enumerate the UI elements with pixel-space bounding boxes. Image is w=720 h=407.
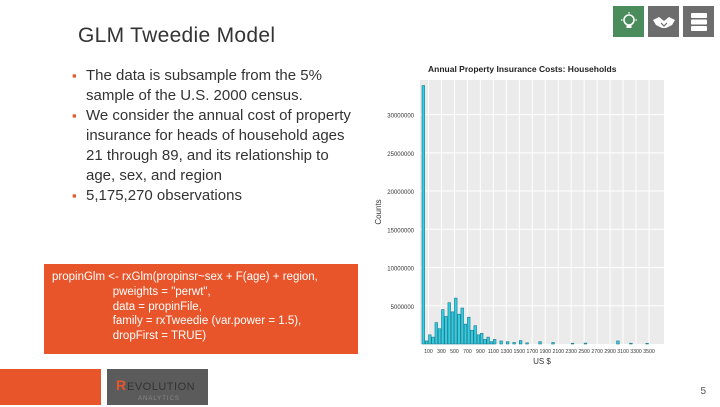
revolution-analytics-logo: R EVOLUTION ANALYTICS	[116, 376, 216, 407]
x-tick-label: 100	[424, 349, 433, 355]
x-tick-label: 1900	[539, 349, 551, 355]
x-tick-label: 900	[476, 349, 485, 355]
x-tick-label: 3300	[630, 349, 642, 355]
x-tick-label: 1700	[526, 349, 538, 355]
bullet-item: We consider the annual cost of property …	[72, 106, 362, 186]
chart-title: Annual Property Insurance Costs: Househo…	[428, 64, 617, 74]
histogram-bar	[450, 311, 455, 345]
x-tick-label: 2100	[552, 349, 564, 355]
bullet-item: The data is subsample from the 5% sample…	[72, 66, 362, 106]
handshake-icon	[648, 6, 679, 37]
y-tick-label: 30000000	[387, 114, 414, 120]
histogram-bar	[538, 341, 542, 345]
x-tick-label: 300	[437, 349, 446, 355]
histogram-bar	[645, 343, 649, 345]
histogram-bar	[570, 342, 575, 345]
x-tick-label: 2300	[565, 349, 577, 355]
y-axis-label: Counts	[374, 199, 383, 224]
slide-title: GLM Tweedie Model	[78, 24, 276, 47]
code-line: data = propinFile,	[52, 300, 202, 313]
logo-letter-r: R	[116, 377, 126, 393]
x-tick-label: 500	[450, 349, 459, 355]
histogram-bar	[460, 307, 464, 345]
code-line: family = rxTweedie (var.power = 1.5),	[52, 315, 302, 328]
x-tick-label: 1100	[488, 349, 499, 355]
logo-subtext: ANALYTICS	[138, 396, 180, 402]
bullet-item: 5,175,270 observations	[72, 186, 362, 206]
code-line: dropFirst = TRUE)	[52, 330, 207, 343]
x-tick-label: 3100	[617, 349, 629, 355]
histogram-bar	[447, 302, 451, 345]
y-tick-label: 20000000	[387, 190, 414, 196]
y-tick-label: 10000000	[387, 267, 414, 273]
code-line: pweights = "perwt",	[52, 285, 211, 298]
histogram-bar	[421, 85, 425, 345]
histogram-bar	[499, 340, 503, 345]
lightbulb-icon	[613, 6, 644, 37]
x-tick-label: 3500	[643, 349, 655, 355]
histogram-bar	[424, 340, 429, 345]
histogram-bar	[483, 339, 487, 345]
x-tick-label: 1500	[514, 349, 526, 355]
histogram-bar	[431, 336, 435, 345]
x-tick-label: 2700	[591, 349, 603, 355]
code-line: propinGlm <- rxGlm(propinsr~sex + F(age)…	[52, 271, 318, 283]
histogram-bar	[457, 313, 461, 345]
y-tick-label: 5000000	[391, 305, 415, 311]
histogram-bar	[489, 341, 494, 345]
histogram-bar	[518, 340, 523, 345]
x-tick-label: 700	[463, 349, 472, 355]
histogram-bar	[583, 342, 588, 345]
histogram-bar	[454, 297, 458, 345]
footer-orange-block	[0, 369, 101, 405]
histogram-bar	[616, 340, 620, 345]
x-tick-label: 2900	[604, 349, 616, 355]
x-tick-label: 1300	[501, 349, 513, 355]
histogram-bar	[476, 334, 481, 345]
histogram-chart: 5000000 10000000 15000000 20000000 25000000 3…	[374, 64, 664, 366]
histogram-bar	[629, 342, 633, 345]
footer-grey-block	[107, 369, 208, 405]
y-tick-label: 15000000	[387, 228, 414, 234]
bullet-list: The data is subsample from the 5% sample…	[72, 66, 362, 206]
x-axis-label: US $	[533, 357, 551, 366]
histogram-bar	[525, 342, 529, 345]
server-icon	[683, 6, 714, 37]
histogram-bar	[473, 325, 477, 345]
histogram-bar	[480, 332, 484, 345]
histogram-bar	[463, 323, 468, 345]
histogram-bar	[444, 316, 448, 345]
histogram-bar	[437, 328, 442, 345]
logo-text: EVOLUTION	[127, 381, 195, 393]
histogram-bar	[428, 334, 432, 345]
histogram-bar	[441, 309, 445, 345]
page-number: 5	[700, 386, 706, 397]
y-tick-label: 25000000	[387, 152, 414, 158]
histogram-bar	[486, 336, 490, 345]
histogram-bar	[493, 339, 497, 345]
header-icons	[613, 6, 714, 37]
histogram-bar	[434, 322, 438, 345]
x-tick-label: 2500	[578, 349, 590, 355]
histogram-bar	[512, 342, 516, 345]
histogram-bar	[506, 341, 510, 345]
code-box: propinGlm <- rxGlm(propinsr~sex + F(age)…	[44, 264, 358, 354]
histogram-bar	[470, 329, 474, 345]
histogram-bar	[551, 342, 555, 345]
histogram-bar	[467, 316, 471, 345]
